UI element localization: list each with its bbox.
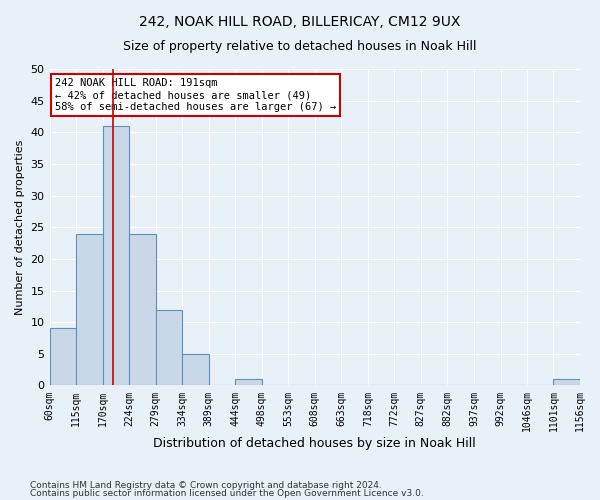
Text: 242, NOAK HILL ROAD, BILLERICAY, CM12 9UX: 242, NOAK HILL ROAD, BILLERICAY, CM12 9U…	[139, 15, 461, 29]
Bar	[553, 379, 580, 386]
Text: Contains public sector information licensed under the Open Government Licence v3: Contains public sector information licen…	[30, 488, 424, 498]
Text: 242 NOAK HILL ROAD: 191sqm
← 42% of detached houses are smaller (49)
58% of semi: 242 NOAK HILL ROAD: 191sqm ← 42% of deta…	[55, 78, 336, 112]
Bar	[235, 379, 262, 386]
Text: Size of property relative to detached houses in Noak Hill: Size of property relative to detached ho…	[123, 40, 477, 53]
Text: Contains HM Land Registry data © Crown copyright and database right 2024.: Contains HM Land Registry data © Crown c…	[30, 481, 382, 490]
Y-axis label: Number of detached properties: Number of detached properties	[15, 140, 25, 315]
Bar	[103, 126, 129, 386]
Bar	[182, 354, 209, 386]
X-axis label: Distribution of detached houses by size in Noak Hill: Distribution of detached houses by size …	[154, 437, 476, 450]
Bar	[155, 310, 182, 386]
Bar	[76, 234, 103, 386]
Bar	[129, 234, 155, 386]
Bar	[50, 328, 76, 386]
